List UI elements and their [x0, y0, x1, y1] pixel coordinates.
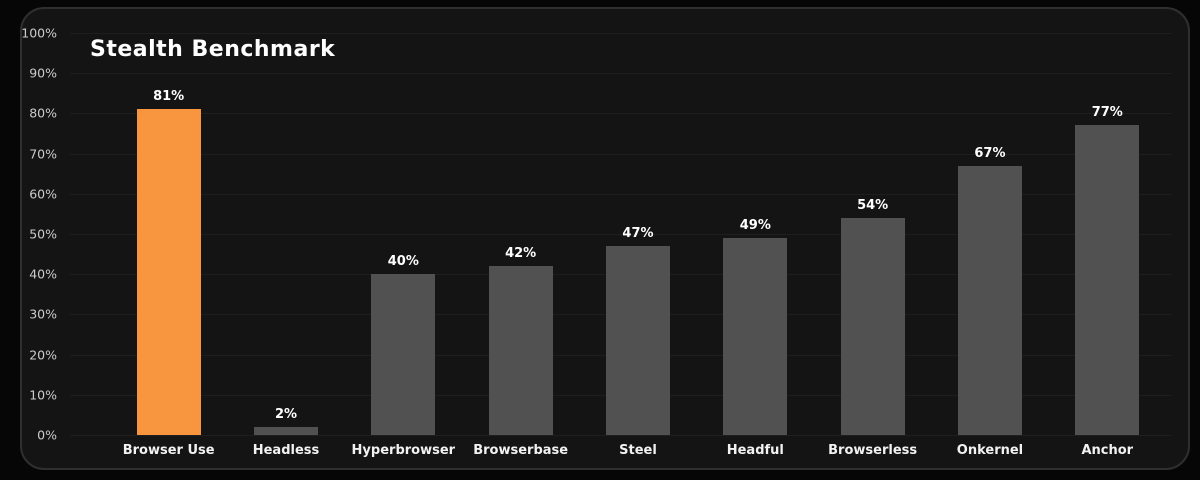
category-label: Browserbase — [473, 443, 569, 458]
bar-value-label: 81% — [153, 89, 185, 105]
y-axis-tick-label: 100% — [21, 25, 57, 41]
bar-value-label: 40% — [387, 254, 419, 270]
bar-group: 42% Browserbase — [462, 33, 579, 458]
bar-steel — [605, 246, 670, 435]
category-label: Hyperbrowser — [351, 443, 456, 458]
bar-value-label: 54% — [857, 197, 889, 213]
bar-hyperbrowser — [371, 274, 436, 435]
bar-value-label: 49% — [739, 218, 771, 234]
bar-browser-use — [136, 109, 201, 435]
bar-group: 54% Browserless — [814, 33, 931, 458]
category-label: Steel — [619, 443, 657, 458]
bar-group: 77% Anchor — [1049, 33, 1166, 458]
y-axis-tick-label: 0% — [37, 427, 57, 443]
category-label: Browser Use — [122, 443, 215, 458]
category-label: Browserless — [828, 443, 918, 458]
bar-value-label: 42% — [505, 246, 537, 262]
bars-container: 81% Browser Use 2% Headless 40% Hyperbrowser 4… — [110, 33, 1166, 458]
bar-value-label: 2% — [274, 406, 298, 422]
bar-value-label: 47% — [622, 226, 654, 242]
bar-value-label: 77% — [1091, 105, 1123, 121]
bar-group: 47% Steel — [579, 33, 696, 458]
bar-group: 49% Headful — [697, 33, 814, 458]
category-label: Anchor — [1081, 443, 1134, 458]
gridline — [70, 153, 1172, 155]
y-axis-tick-label: 80% — [29, 105, 57, 121]
bar-group: 81% Browser Use — [110, 33, 227, 458]
category-label: Onkernel — [956, 443, 1024, 458]
y-axis-tick-label: 60% — [29, 186, 57, 202]
bar-group: 67% Onkernel — [931, 33, 1048, 458]
bar-headful — [723, 238, 788, 435]
gridline — [70, 234, 1172, 235]
gridline — [70, 113, 1172, 115]
gridline — [70, 193, 1172, 195]
bar-headless — [253, 426, 318, 435]
y-axis-tick-label: 20% — [29, 347, 57, 363]
gridline — [70, 33, 1172, 34]
y-axis-tick-label: 10% — [29, 387, 57, 403]
y-axis-tick-label: 70% — [29, 146, 57, 162]
gridline — [70, 435, 1172, 436]
bar-value-label: 67% — [974, 145, 1006, 161]
bar-group: 2% Headless — [227, 33, 344, 458]
y-axis-tick-label: 90% — [29, 65, 57, 81]
y-axis-tick-label: 30% — [29, 306, 57, 322]
gridline — [70, 73, 1172, 75]
chart-panel: Stealth Benchmark 81% Browser Use 2% Headle… — [20, 7, 1190, 470]
category-label: Headless — [252, 443, 320, 458]
plot-area: 81% Browser Use 2% Headless 40% Hyperbrowser 4… — [21, 26, 1172, 458]
bar-anchor — [1075, 125, 1140, 435]
bar-group: 40% Hyperbrowser — [345, 33, 462, 458]
bar-browserbase — [488, 266, 553, 435]
bar-onkernel — [957, 165, 1022, 435]
y-axis-tick-label: 50% — [29, 226, 57, 242]
chart-title: Stealth Benchmark — [90, 37, 336, 62]
y-axis-tick-label: 40% — [29, 266, 57, 282]
bar-browserless — [840, 217, 905, 435]
category-label: Headful — [726, 443, 784, 458]
